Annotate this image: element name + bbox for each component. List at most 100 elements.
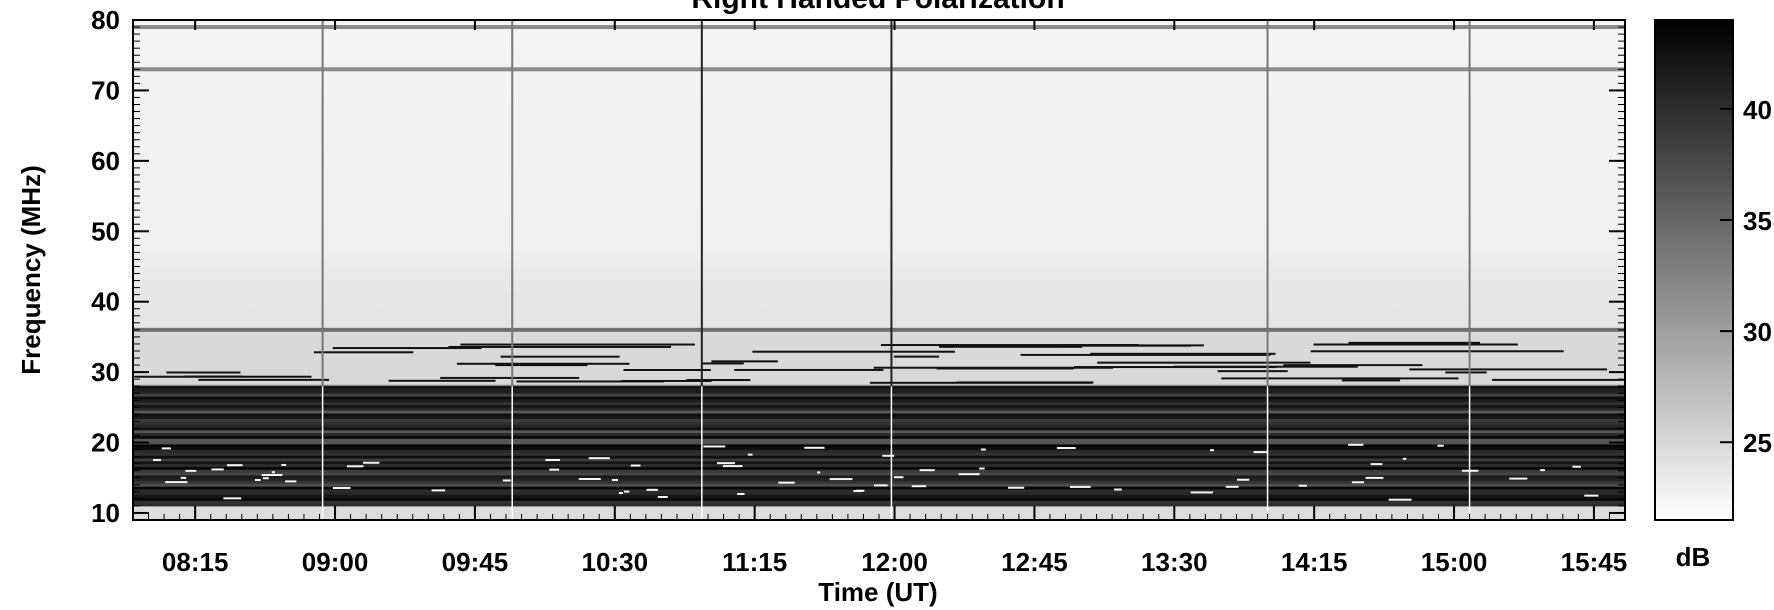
band-row [133, 452, 1625, 456]
speckle [1114, 488, 1122, 491]
spectrogram-plot: 08:15 09:00 09:45 10:30 11:15 12:00 12:45 13:30… [91, 5, 1627, 577]
streak [495, 364, 588, 367]
band-row [133, 480, 1625, 484]
band-row [133, 384, 1625, 389]
band-row [133, 432, 1625, 436]
speckle [211, 468, 224, 471]
band-row [133, 396, 1625, 400]
speckle [1069, 485, 1091, 488]
speckle [958, 473, 980, 476]
speckle [1584, 494, 1599, 497]
speckle [1437, 444, 1444, 447]
x-tick-label: 13:30 [1141, 547, 1208, 577]
speckle [853, 490, 863, 493]
speckle [873, 484, 888, 487]
speckle [1225, 485, 1239, 488]
band-row [133, 407, 1625, 411]
streak [1445, 371, 1487, 374]
speckle [153, 459, 161, 462]
speckle [161, 447, 171, 450]
streak [620, 379, 712, 382]
streak [1217, 370, 1288, 373]
speckle [646, 488, 658, 491]
speckle [588, 457, 610, 460]
band-row [133, 497, 1625, 501]
speckle [829, 478, 853, 481]
band-row [133, 427, 1625, 431]
streak [1020, 353, 1271, 356]
band-row [133, 489, 1625, 493]
streak [1097, 361, 1311, 364]
streak [893, 355, 940, 358]
speckle [979, 467, 985, 470]
speckle [281, 463, 287, 466]
speckle [261, 474, 283, 477]
x-tick-label: 12:00 [861, 547, 928, 577]
band-row [133, 441, 1625, 445]
band-row [133, 494, 1625, 498]
speckle [747, 453, 753, 456]
speckle [624, 490, 630, 493]
band-row [133, 415, 1625, 420]
streak [752, 350, 955, 353]
band-row [133, 418, 1625, 422]
streak [134, 375, 312, 378]
x-tick-label: 10:30 [582, 547, 649, 577]
y-axis-title: Frequency (MHz) [16, 165, 46, 374]
streak [1341, 379, 1401, 382]
colorbar-tick-label: 40 [1743, 95, 1772, 125]
speckle [1388, 498, 1412, 501]
x-tick-label: 08:15 [162, 547, 229, 577]
streak [448, 345, 672, 348]
speckle [285, 480, 297, 483]
x-tick-label: 14:15 [1281, 547, 1348, 577]
band-row [133, 460, 1625, 465]
streak [1409, 368, 1608, 371]
y-tick-label: 40 [91, 287, 120, 317]
speckle [502, 479, 511, 482]
band-row [133, 404, 1625, 408]
streak [1074, 366, 1277, 369]
band-row [133, 390, 1625, 394]
streak [1348, 341, 1480, 344]
band-row [133, 503, 1625, 507]
speckle [1209, 449, 1215, 452]
speckle [911, 485, 927, 488]
speckle [981, 448, 986, 451]
speckle [180, 476, 187, 479]
speckle [1298, 484, 1307, 487]
speckle [362, 461, 380, 464]
band-row [133, 393, 1625, 397]
speckle [545, 458, 561, 461]
band-row [133, 429, 1625, 434]
streak [1310, 350, 1564, 353]
y-tick-label: 60 [91, 146, 120, 176]
speckle [346, 465, 364, 468]
streak [460, 343, 695, 346]
speckle [703, 445, 726, 448]
streak [623, 369, 711, 372]
streak [1313, 343, 1518, 346]
band-row [133, 387, 1625, 391]
streak [500, 355, 620, 358]
band-row [133, 446, 1625, 451]
colorbar-label: dB [1676, 542, 1711, 572]
streak [313, 351, 414, 354]
streak [166, 371, 241, 374]
speckle [618, 491, 624, 494]
speckle [431, 489, 446, 492]
y-tick-label: 20 [91, 428, 120, 458]
speckle [271, 471, 275, 474]
speckle [1351, 481, 1365, 484]
haze-band [133, 329, 1625, 387]
speckle [1509, 477, 1528, 480]
y-tick-label: 10 [91, 498, 120, 528]
speckle [226, 464, 243, 467]
streak [332, 347, 482, 350]
speckle [1190, 491, 1213, 494]
streak [388, 379, 496, 382]
band-row [133, 463, 1625, 467]
y-tick-label: 80 [91, 5, 120, 35]
speckle [716, 462, 736, 465]
speckle [185, 469, 197, 472]
